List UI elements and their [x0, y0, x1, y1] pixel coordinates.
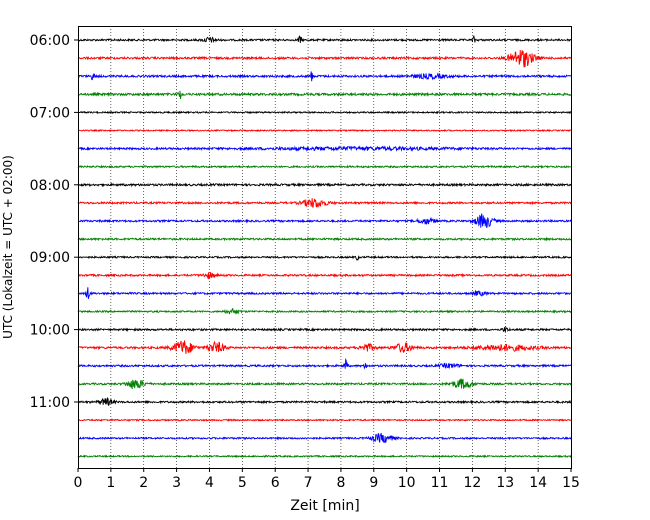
seismic-trace — [77, 145, 572, 152]
x-tick-label: 13 — [496, 475, 514, 491]
y-axis-ticks: 06:00 07:00 08:00 09:00 10:00 11:00 — [30, 33, 78, 411]
x-tick-label: 8 — [336, 475, 345, 491]
y-tick-label: 08:00 — [30, 178, 70, 194]
x-tick-label: 1 — [106, 475, 115, 491]
y-tick-label: 06:00 — [30, 33, 70, 49]
seismic-trace — [77, 378, 572, 390]
seismic-trace — [77, 325, 572, 333]
x-tick-label: 12 — [463, 475, 481, 491]
seismic-trace — [77, 272, 572, 280]
trace-group — [77, 34, 572, 459]
seismic-trace — [77, 71, 572, 82]
seismic-trace — [77, 236, 572, 242]
x-tick-label: 9 — [369, 475, 378, 491]
x-axis-label: Zeit [min] — [290, 498, 359, 514]
plot-frame — [78, 26, 572, 469]
seismic-trace — [77, 164, 572, 169]
seismic-trace — [77, 340, 572, 355]
seismic-trace — [77, 213, 572, 229]
seismic-trace — [77, 307, 572, 315]
x-tick-label: 0 — [74, 475, 83, 491]
seismic-trace — [77, 90, 572, 100]
x-axis-ticks: 0 1 2 3 4 5 6 7 8 9 10 11 12 13 14 15 — [74, 468, 580, 491]
x-tick-label: 14 — [529, 475, 547, 491]
seismic-trace — [77, 287, 572, 300]
seismic-trace — [77, 418, 572, 422]
x-tick-label: 4 — [205, 475, 214, 491]
seismic-trace — [77, 182, 572, 188]
seismic-trace — [77, 432, 572, 444]
seismic-trace — [77, 34, 572, 44]
seismic-trace — [77, 198, 572, 208]
y-tick-label: 09:00 — [30, 250, 70, 266]
y-tick-label: 11:00 — [30, 395, 70, 411]
y-tick-label: 07:00 — [30, 105, 70, 121]
x-tick-label: 5 — [238, 475, 247, 491]
x-tick-label: 10 — [398, 475, 416, 491]
seismic-trace — [77, 357, 572, 370]
y-tick-label: 10:00 — [30, 323, 70, 339]
x-tick-label: 6 — [271, 475, 280, 491]
x-tick-label: 11 — [431, 475, 449, 491]
x-tick-label: 3 — [172, 475, 181, 491]
seismic-trace — [77, 454, 572, 459]
y-axis-label: UTC (Lokalzeit = UTC + 02:00) — [1, 155, 15, 339]
x-tick-label: 15 — [562, 475, 580, 491]
seismic-trace — [77, 128, 572, 133]
seismic-trace — [77, 110, 572, 115]
seismic-trace — [77, 255, 572, 261]
x-tick-label: 7 — [304, 475, 313, 491]
seismic-trace — [77, 49, 572, 68]
x-tick-label: 2 — [139, 475, 148, 491]
seismic-trace — [77, 396, 572, 407]
